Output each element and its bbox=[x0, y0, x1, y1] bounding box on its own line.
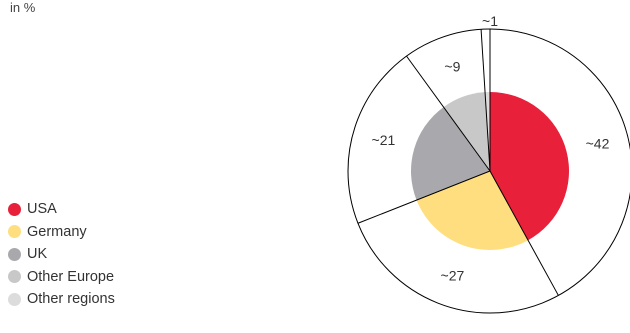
legend-swatch-germany bbox=[8, 225, 21, 239]
legend-label-uk: UK bbox=[27, 246, 48, 263]
unit-label: in % bbox=[10, 0, 36, 15]
legend-item-germany: Germany bbox=[8, 221, 115, 244]
value-label-uk: ~21 bbox=[372, 132, 396, 148]
legend-item-other-regions: Other regions bbox=[8, 288, 115, 311]
slice-uk bbox=[411, 107, 490, 201]
value-labels: ~42 ~27 ~21 ~9 ~1 bbox=[372, 13, 610, 283]
divider-other-regions bbox=[480, 29, 491, 172]
legend-label-usa: USA bbox=[27, 201, 57, 218]
value-label-germany: ~27 bbox=[441, 267, 465, 283]
divider-other-europe bbox=[406, 55, 491, 172]
legend-item-other-europe: Other Europe bbox=[8, 266, 115, 289]
legend-label-other-regions: Other regions bbox=[27, 291, 115, 308]
legend-swatch-usa bbox=[8, 202, 21, 216]
legend-swatch-uk bbox=[8, 247, 21, 261]
value-label-other-regions: ~1 bbox=[482, 13, 498, 29]
legend-item-uk: UK bbox=[8, 243, 115, 266]
slice-germany bbox=[416, 171, 529, 250]
slice-usa bbox=[490, 92, 569, 241]
value-label-other-europe: ~9 bbox=[444, 59, 460, 75]
value-label-usa: ~42 bbox=[586, 135, 610, 151]
legend-label-other-europe: Other Europe bbox=[27, 268, 115, 285]
divider-germany bbox=[489, 170, 559, 296]
slice-other-europe bbox=[443, 92, 490, 171]
legend: USA Germany UK Other Europe Other region… bbox=[8, 198, 115, 311]
legend-swatch-other-regions bbox=[8, 292, 21, 306]
divider-uk bbox=[357, 170, 491, 224]
legend-item-usa: USA bbox=[8, 198, 115, 221]
legend-label-germany: Germany bbox=[27, 223, 87, 240]
segment-dividers bbox=[357, 29, 559, 296]
legend-swatch-other-europe bbox=[8, 270, 21, 284]
